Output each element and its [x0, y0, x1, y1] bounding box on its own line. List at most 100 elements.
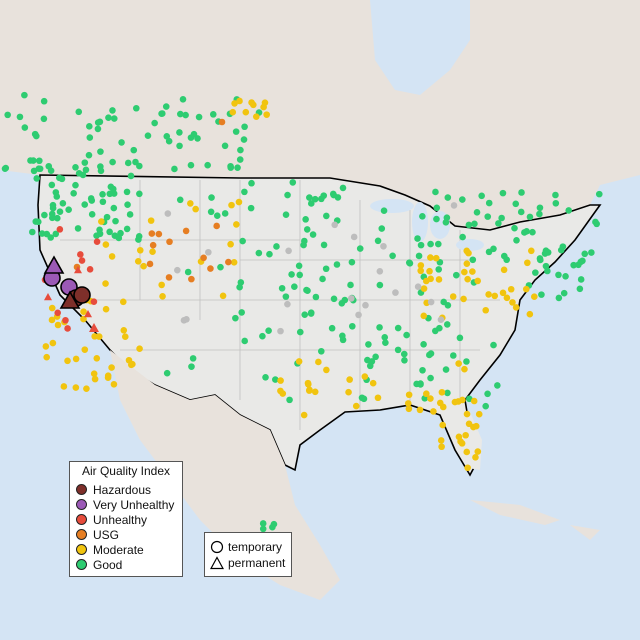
- station-marker: [449, 293, 457, 300]
- station-marker: [311, 388, 319, 396]
- station-marker: [426, 351, 433, 359]
- station-marker: [207, 265, 214, 272]
- station-marker: [136, 190, 143, 198]
- station-marker: [81, 201, 89, 208]
- station-marker: [228, 201, 235, 209]
- station-marker: [465, 249, 472, 257]
- station-marker: [89, 323, 99, 332]
- station-marker: [200, 254, 207, 262]
- station-marker: [81, 159, 89, 166]
- station-marker: [54, 321, 62, 329]
- station-marker: [414, 283, 422, 290]
- station-marker: [301, 237, 308, 245]
- station-marker: [195, 113, 203, 121]
- very-unhealthy-swatch: [76, 499, 87, 510]
- station-marker: [48, 304, 56, 312]
- station-marker: [44, 293, 52, 301]
- station-marker: [261, 99, 269, 106]
- station-marker: [352, 402, 360, 410]
- station-marker: [527, 247, 535, 255]
- legend-label: USG: [93, 527, 120, 542]
- station-marker: [218, 118, 226, 126]
- station-marker: [106, 228, 113, 236]
- station-marker: [233, 221, 240, 228]
- station-marker: [469, 256, 477, 264]
- station-marker: [405, 405, 413, 413]
- station-marker: [21, 124, 29, 131]
- station-marker: [366, 362, 374, 370]
- station-marker: [62, 316, 69, 324]
- station-marker: [241, 188, 248, 196]
- station-marker: [105, 114, 112, 121]
- station-marker: [417, 262, 425, 269]
- station-marker: [182, 111, 189, 119]
- station-marker: [96, 226, 103, 234]
- station-marker: [451, 398, 459, 406]
- station-marker: [485, 291, 492, 298]
- station-marker: [29, 228, 36, 236]
- station-marker: [108, 253, 116, 260]
- station-marker: [52, 230, 60, 238]
- station-marker: [70, 190, 77, 197]
- station-marker: [273, 243, 280, 250]
- station-marker: [295, 358, 303, 365]
- station-marker: [295, 262, 303, 270]
- station-marker: [123, 225, 131, 233]
- station-marker: [474, 277, 482, 285]
- station-marker: [236, 283, 243, 291]
- legend-item-hazardous: Hazardous: [76, 482, 151, 497]
- triangle-icon: [210, 555, 224, 569]
- station-marker: [81, 346, 89, 353]
- station-marker: [465, 221, 473, 229]
- station-marker: [187, 200, 194, 207]
- station-marker: [93, 238, 101, 246]
- station-marker: [207, 208, 215, 216]
- station-marker: [319, 275, 326, 283]
- station-marker: [232, 314, 239, 322]
- station-marker: [189, 355, 197, 362]
- station-marker: [73, 286, 91, 304]
- station-marker: [420, 341, 427, 348]
- station-marker: [463, 358, 470, 365]
- legend-label: temporary: [228, 539, 283, 554]
- station-marker: [72, 181, 79, 189]
- station-marker: [415, 252, 423, 260]
- station-marker: [318, 195, 325, 203]
- station-marker: [404, 400, 412, 407]
- station-marker: [109, 185, 117, 193]
- station-marker: [542, 262, 550, 270]
- station-marker: [240, 136, 248, 143]
- station-marker: [490, 341, 497, 349]
- station-marker: [339, 336, 347, 344]
- station-marker: [237, 146, 244, 154]
- station-marker: [74, 225, 82, 232]
- station-marker: [182, 227, 190, 235]
- legend-item-unhealthy: Unhealthy: [76, 512, 147, 527]
- station-marker: [110, 380, 118, 388]
- station-marker: [559, 243, 567, 250]
- station-marker: [77, 251, 84, 258]
- station-marker: [282, 293, 290, 300]
- station-marker: [176, 196, 184, 204]
- station-marker: [235, 198, 243, 206]
- station-marker: [241, 123, 248, 131]
- station-marker: [159, 293, 166, 300]
- station-marker: [507, 285, 515, 293]
- station-marker: [183, 315, 190, 323]
- station-marker: [265, 327, 272, 334]
- station-marker: [239, 237, 246, 245]
- station-marker: [485, 199, 493, 207]
- station-marker: [315, 358, 322, 366]
- station-marker: [282, 211, 290, 219]
- station-marker: [99, 191, 106, 198]
- station-marker: [358, 394, 366, 402]
- station-marker: [453, 271, 460, 279]
- station-marker: [461, 365, 468, 373]
- station-marker: [192, 205, 199, 213]
- station-marker: [65, 206, 72, 214]
- station-marker: [213, 212, 221, 220]
- station-marker: [4, 111, 11, 119]
- legend-label: Unhealthy: [93, 512, 148, 527]
- station-marker: [234, 164, 241, 171]
- station-marker: [272, 376, 279, 383]
